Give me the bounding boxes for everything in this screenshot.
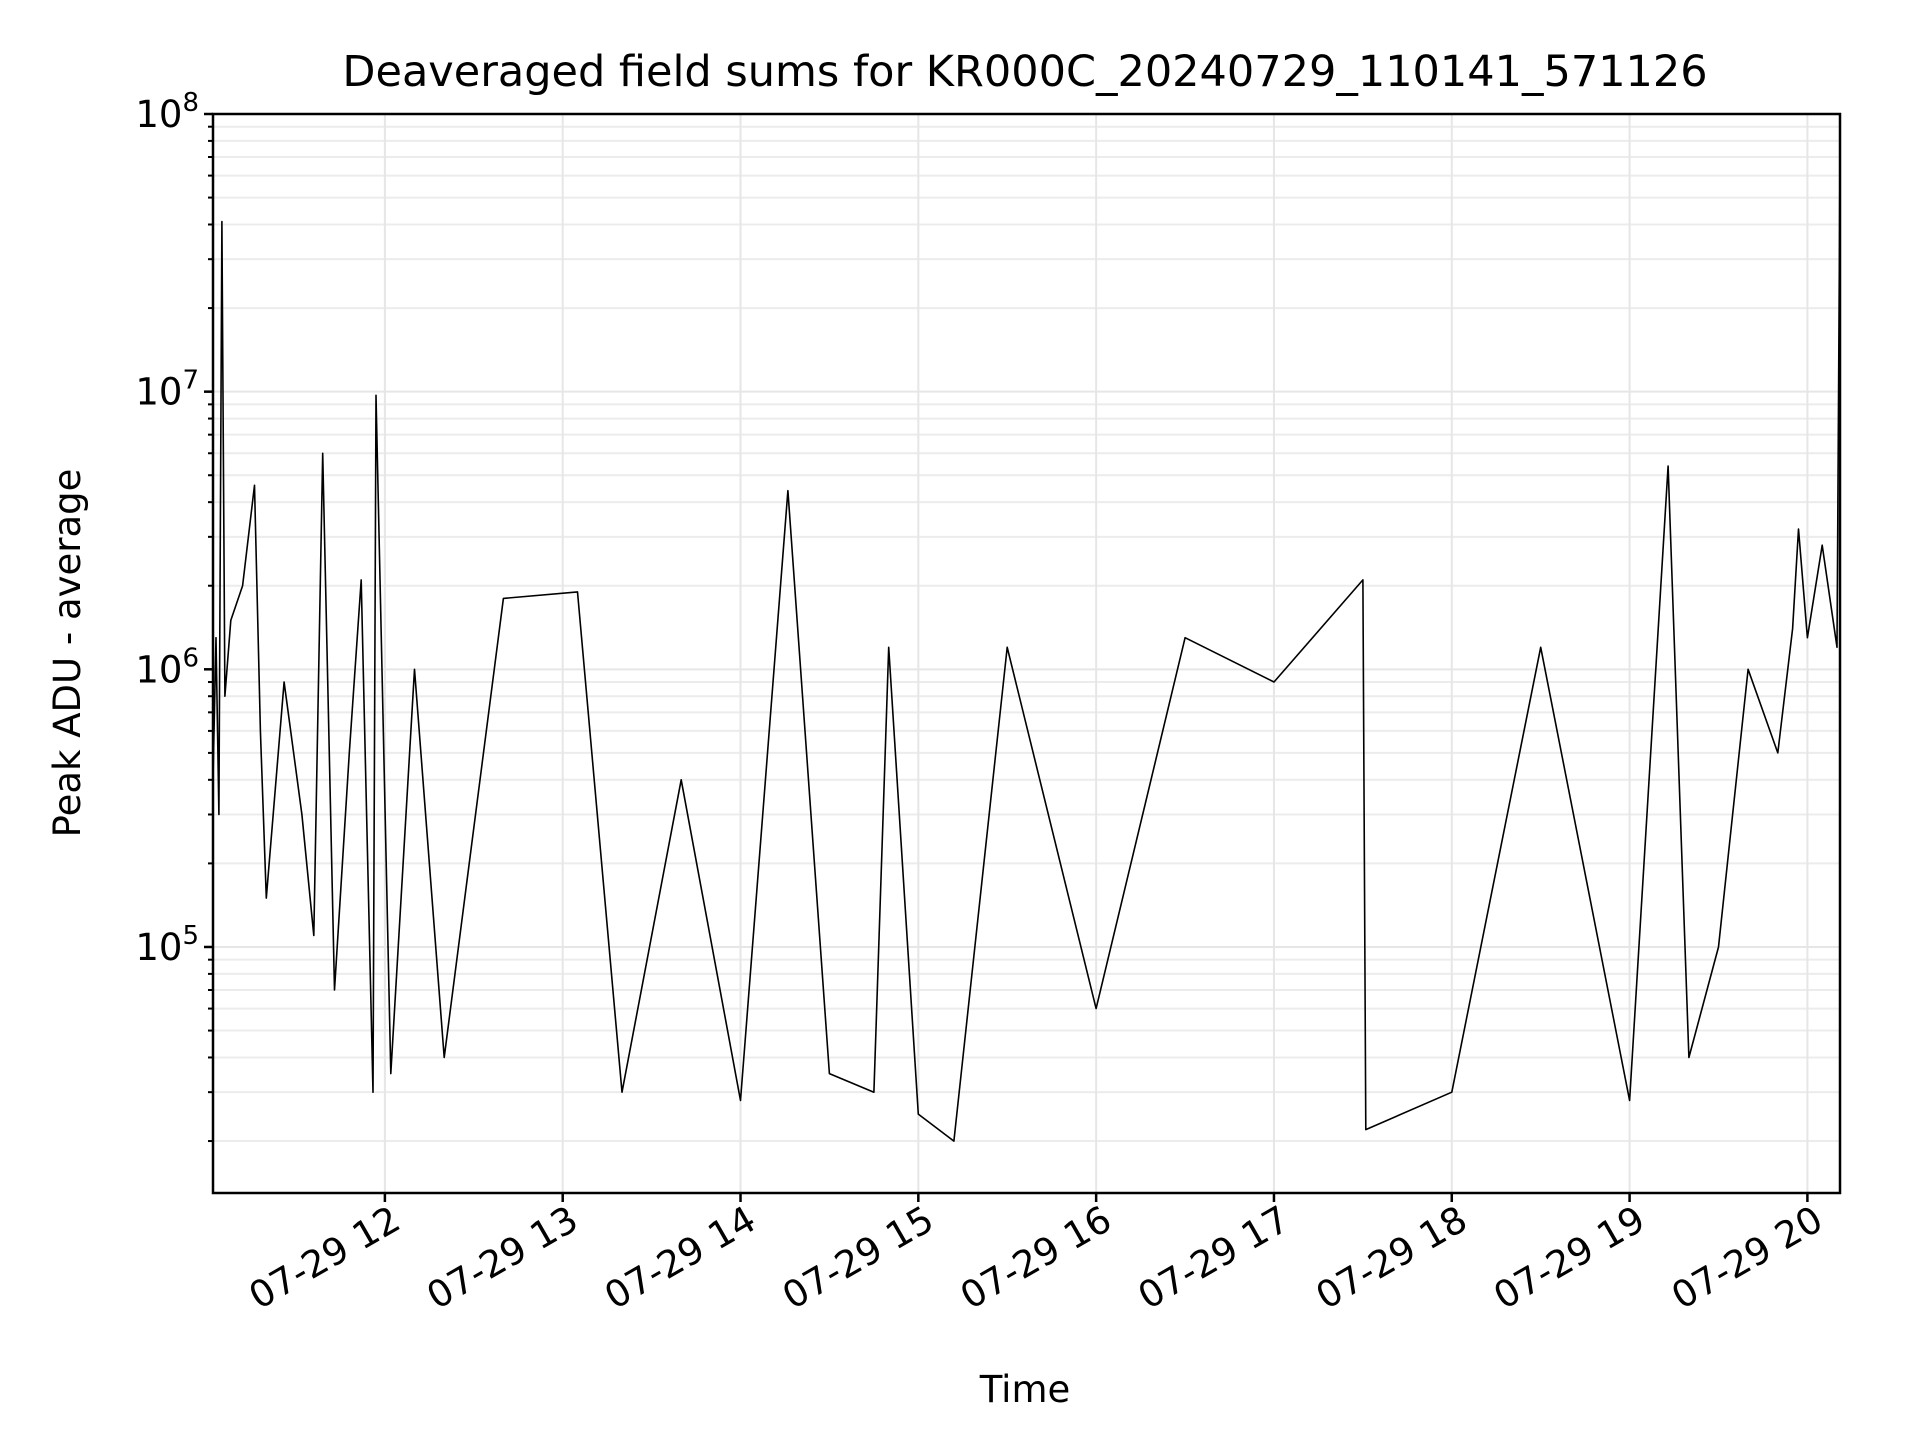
y-axis-label: Peak ADU - average bbox=[46, 469, 89, 838]
y-tick-exponent: 8 bbox=[182, 88, 199, 118]
plot-frame bbox=[211, 112, 1842, 1195]
series-line bbox=[212, 156, 1841, 1142]
y-tick-base: 10 bbox=[135, 93, 182, 136]
y-tick-label: 108 bbox=[135, 88, 199, 136]
y-tick-exponent: 6 bbox=[182, 643, 199, 673]
y-tick-base: 10 bbox=[135, 648, 182, 691]
plot-area bbox=[212, 156, 1841, 1142]
y-tick-base: 10 bbox=[135, 926, 182, 969]
y-tick-exponent: 7 bbox=[182, 366, 199, 396]
chart-title: Deaveraged field sums for KR000C_2024072… bbox=[342, 47, 1707, 97]
x-axis-label: Time bbox=[979, 1368, 1071, 1411]
y-tick-base: 10 bbox=[135, 371, 182, 414]
y-tick-label: 106 bbox=[135, 643, 199, 691]
y-tick-exponent: 5 bbox=[182, 921, 199, 951]
y-tick-label: 105 bbox=[135, 921, 199, 969]
y-tick-label: 107 bbox=[135, 366, 199, 414]
